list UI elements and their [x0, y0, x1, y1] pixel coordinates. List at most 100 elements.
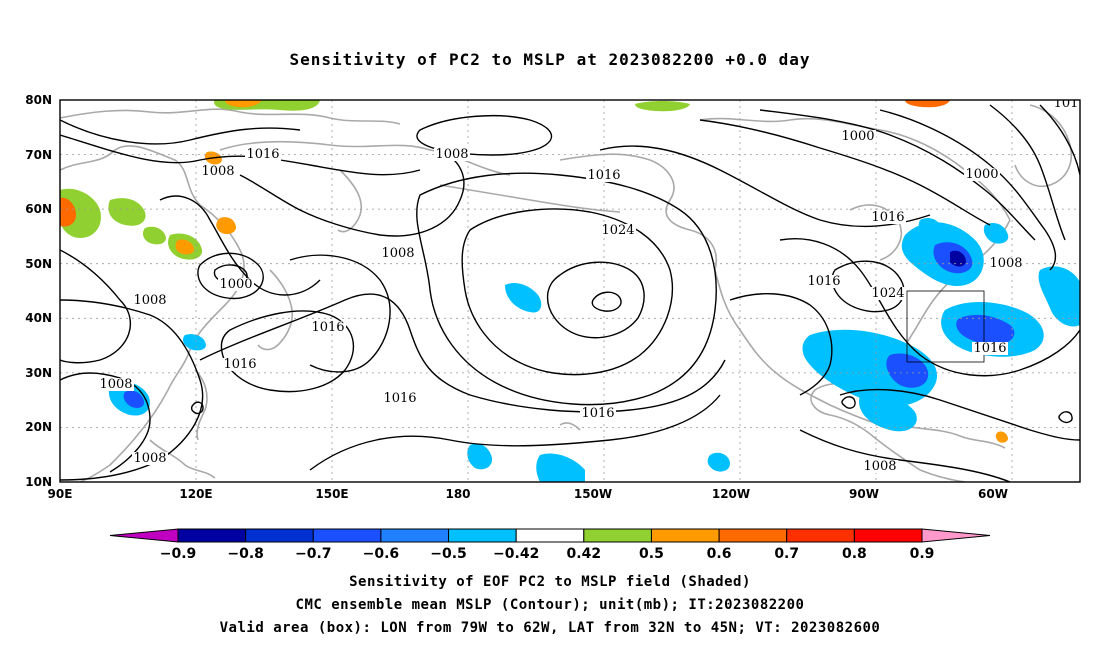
colorbar-swatch	[786, 528, 855, 543]
isobar	[1039, 104, 1080, 176]
isobar	[599, 145, 931, 228]
shade-pos-asia-5	[175, 239, 194, 255]
coast-caribbean	[899, 424, 1006, 449]
lat-label: 10N	[25, 475, 52, 489]
colorbar-swatch	[650, 528, 720, 543]
caption-shading: Sensitivity of EOF PC2 to MSLP field (Sh…	[349, 574, 751, 590]
isobar-label: 1000	[841, 129, 874, 144]
isobar-label-bg	[98, 378, 134, 391]
isobar-label: 1024	[601, 223, 634, 238]
caption-valid-area: Valid area (box): LON from 79W to 62W, L…	[219, 620, 881, 636]
map-frame	[59, 99, 1081, 483]
isobar-label: 101	[1054, 96, 1079, 111]
colorbar-label: 0.9	[910, 546, 935, 562]
coast-se-asia	[149, 439, 216, 479]
colorbar-label: −0.7	[295, 546, 332, 562]
isobar-label: 1016	[587, 168, 620, 183]
isobar	[416, 172, 717, 406]
isobar-label-bg	[988, 257, 1024, 270]
shade-neg-box-2	[956, 314, 1015, 345]
isobar	[989, 104, 1066, 241]
isobar-label-bg	[380, 247, 416, 260]
colorbar-swatch	[380, 528, 450, 543]
isobar-label-bg	[870, 211, 906, 224]
colorbar-swatch	[583, 528, 652, 543]
isobar-label: 1008	[989, 256, 1022, 271]
isobar-label: 1008	[201, 164, 234, 179]
shade-neg-npac-1	[505, 283, 542, 313]
lon-label: 90E	[48, 487, 73, 501]
isobar	[309, 394, 721, 471]
coast-greenland	[1014, 104, 1072, 187]
isobar-label: 1016	[311, 320, 344, 335]
colorbar-swatch	[515, 528, 585, 543]
lat-label: 80N	[25, 93, 52, 107]
shade-pos-asia-7	[216, 217, 236, 235]
colorbar: −0.9 −0.8 −0.7 −0.6 −0.5 −0.42 0.42 0.5 0.6 0.7 0.…	[109, 528, 991, 562]
isobar-labels: 1016 1008 1008 1000 1008 1008 1016 1008 1008 1016…	[98, 96, 1080, 474]
map-plot-area: 1016 1008 1008 1000 1008 1008 1016 1008 1008 1016…	[60, 96, 1080, 482]
shade-neg-atlantic-3	[950, 250, 966, 267]
isobar-label-bg	[1052, 100, 1080, 110]
isobar-label-bg	[870, 287, 906, 300]
graticule	[60, 100, 1080, 482]
lon-label: 120W	[712, 487, 750, 501]
isobar	[546, 261, 645, 339]
shade-neg-mexico	[707, 452, 731, 472]
shade-pos-top-2	[225, 100, 262, 108]
isobar	[831, 260, 905, 313]
isobar	[841, 396, 856, 409]
colorbar-label: 0.5	[639, 546, 664, 562]
latitude-labels: 80N 70N 60N 50N 40N 30N 20N 10N	[25, 93, 52, 489]
valid-area-box	[906, 290, 985, 363]
shade-pos-asia-6	[142, 226, 166, 245]
colorbar-label: −0.6	[363, 546, 400, 562]
isobar-label-bg	[245, 148, 281, 161]
isobar	[416, 114, 553, 156]
isobar	[879, 109, 1057, 271]
map-title: Sensitivity of PC2 to MSLP at 2023082200…	[289, 50, 811, 69]
colorbar-swatch	[177, 528, 247, 543]
colorbar-arrow-right	[921, 528, 991, 543]
isobar	[60, 372, 151, 473]
colorbar-label: −0.8	[227, 546, 264, 562]
isobar-label: 1008	[381, 246, 414, 261]
shade-neg-labrador	[918, 218, 943, 238]
shade-neg-scs-2	[123, 390, 145, 409]
isobar	[197, 252, 264, 300]
isobar	[289, 254, 391, 373]
isobar-label-bg	[434, 148, 470, 161]
isobar	[60, 119, 301, 145]
lon-label: 120E	[179, 487, 212, 501]
caption-contour: CMC ensemble mean MSLP (Contour); unit(m…	[295, 597, 805, 613]
coast-hawaii	[559, 422, 581, 431]
colorbar-label: 0.6	[707, 546, 732, 562]
isobar	[190, 401, 204, 415]
colorbar-label: −0.42	[493, 546, 539, 562]
lon-label: 150E	[315, 487, 348, 501]
colorbar-label: 0.7	[774, 546, 799, 562]
coast-philippines	[194, 369, 208, 441]
isobar	[699, 119, 991, 226]
isobar	[60, 299, 204, 481]
isobar-label-bg	[600, 224, 636, 237]
isobar-label: 1008	[133, 451, 166, 466]
longitude-labels: 90E 120E 150E 180 150W 120W 90W 60W	[48, 487, 1008, 501]
isobar	[220, 310, 355, 393]
coast-hudson	[849, 204, 902, 261]
isobar	[779, 238, 1080, 377]
shade-neg-carib	[859, 393, 917, 432]
colorbar-label: −0.9	[160, 546, 197, 562]
colorbar-label: −0.5	[430, 546, 467, 562]
isobar-label-bg	[862, 460, 898, 473]
isobar-label-bg	[840, 130, 876, 143]
lat-label: 40N	[25, 311, 52, 325]
sensitivity-shading	[60, 100, 1080, 482]
isobar	[239, 149, 465, 237]
isobar-label-bg	[132, 452, 168, 465]
shade-pos-top-3	[635, 101, 690, 112]
isobar-label-bg	[586, 169, 622, 182]
colorbar-swatch	[718, 528, 788, 543]
colorbar-label: 0.8	[842, 546, 867, 562]
lat-label: 60N	[25, 202, 52, 216]
